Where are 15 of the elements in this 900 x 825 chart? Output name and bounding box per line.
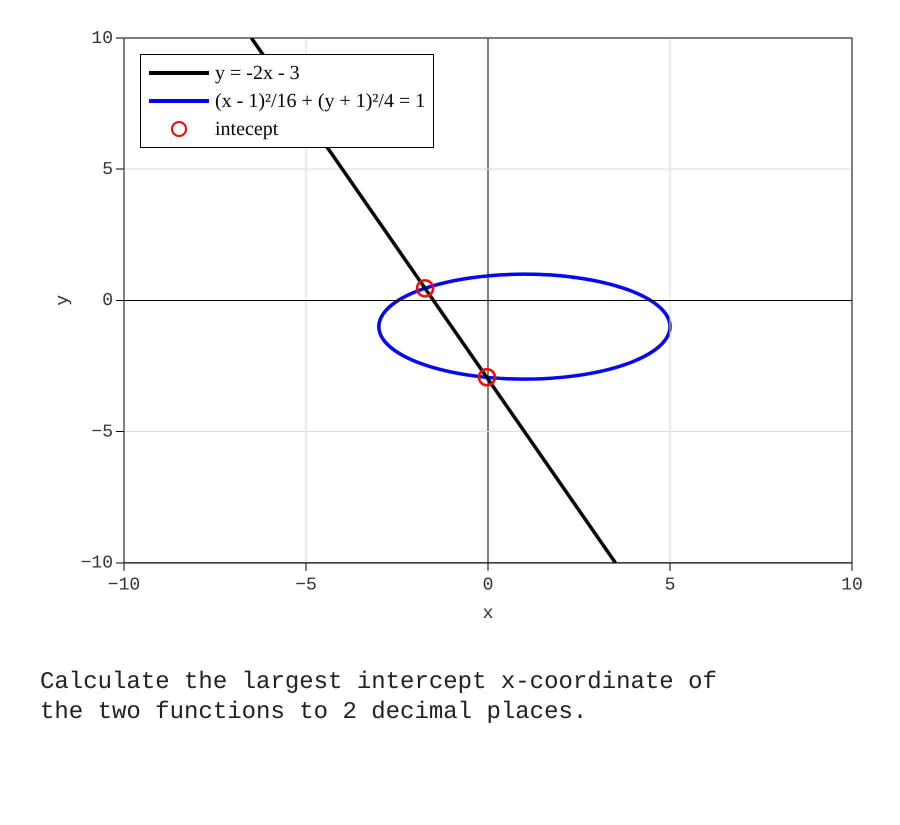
y-tick-label: 5	[102, 160, 114, 180]
legend-label: y = -2x - 3	[215, 61, 300, 86]
y-tick-label: 10	[91, 28, 114, 49]
y-tick-label: −10	[80, 554, 114, 574]
annotation: (x - 1)²/16 + (y + 1)²/4 = 1	[215, 89, 426, 114]
x-tick-label: −5	[295, 575, 317, 596]
legend-label: intecept	[215, 117, 278, 142]
y-axis-title: y	[54, 294, 74, 306]
y-tick-label: −5	[91, 422, 114, 442]
x-axis-title: x	[482, 604, 494, 624]
x-tick-label: 0	[482, 575, 494, 596]
x-tick-label: 10	[841, 575, 863, 596]
x-tick-label: 5	[664, 575, 676, 596]
y-tick-label: 0	[102, 291, 114, 312]
text: Calculate the largest intercept x-coordinate of the two functions to 2 decimal places.	[40, 668, 718, 728]
